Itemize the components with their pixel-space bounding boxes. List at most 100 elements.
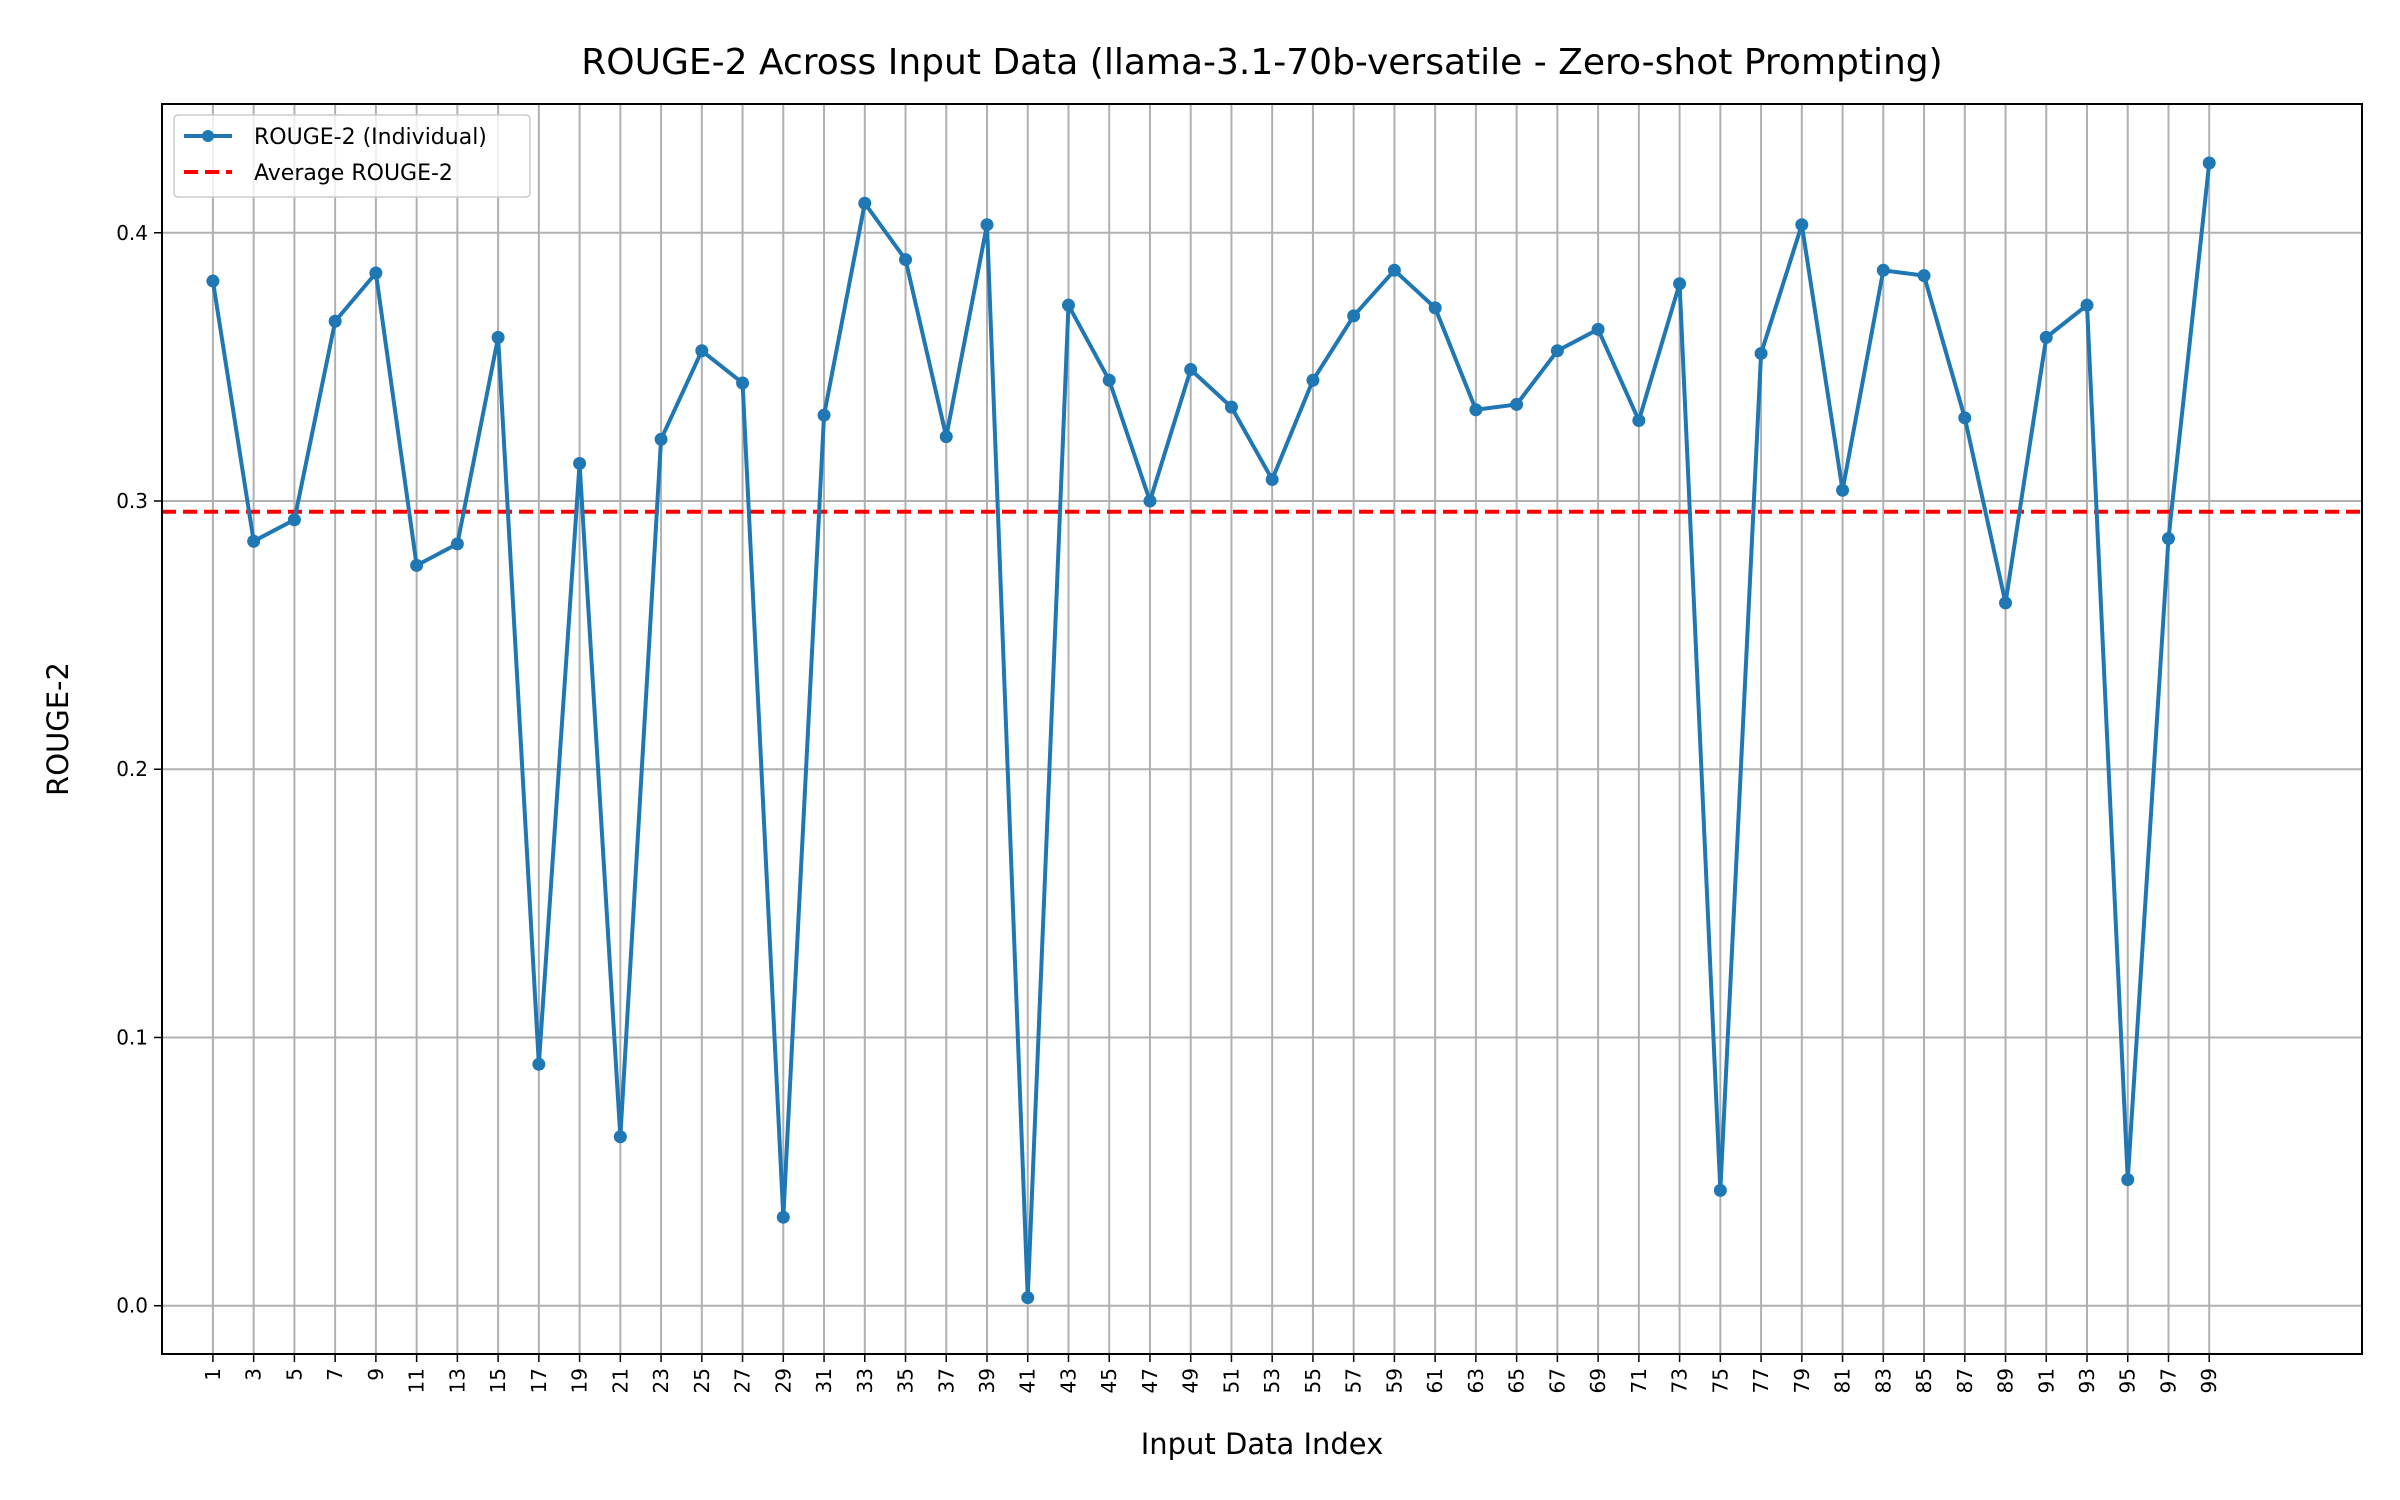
x-tick-label: 91 <box>2034 1368 2058 1393</box>
x-tick-label: 81 <box>1831 1368 1855 1393</box>
data-point <box>1224 400 1238 414</box>
x-tick-label: 87 <box>1953 1368 1977 1393</box>
y-tick-label: 0.3 <box>116 489 148 513</box>
x-tick-label: 41 <box>1016 1368 1040 1393</box>
y-tick-label: 0.1 <box>116 1025 148 1049</box>
y-tick-label: 0.4 <box>116 221 148 245</box>
x-tick-label: 35 <box>894 1368 918 1393</box>
x-tick-label: 99 <box>2197 1368 2221 1393</box>
data-point <box>1754 346 1768 360</box>
y-tick-label: 0.0 <box>116 1294 148 1318</box>
series-layer <box>162 156 2362 1305</box>
data-point <box>1143 494 1157 508</box>
x-tick-label: 59 <box>1382 1368 1406 1393</box>
x-tick-label: 69 <box>1586 1368 1610 1393</box>
data-point <box>1428 301 1442 315</box>
x-tick-label: 3 <box>242 1368 266 1381</box>
data-point <box>2121 1173 2135 1187</box>
x-tick-label: 37 <box>934 1368 958 1393</box>
x-tick-label: 57 <box>1342 1368 1366 1393</box>
data-point <box>613 1130 627 1144</box>
x-tick-label: 79 <box>1790 1368 1814 1393</box>
x-tick-label: 97 <box>2156 1368 2180 1393</box>
data-point <box>980 218 994 232</box>
x-tick-label: 5 <box>282 1368 306 1381</box>
data-point <box>1510 397 1524 411</box>
chart-title: ROUGE-2 Across Input Data (llama-3.1-70b… <box>581 42 1942 83</box>
data-point <box>736 376 750 390</box>
grid-lines <box>162 104 2362 1354</box>
data-point <box>1347 309 1361 323</box>
data-point <box>939 430 953 444</box>
y-axis-label: ROUGE-2 <box>41 662 75 796</box>
data-point <box>491 330 505 344</box>
y-tick-label: 0.2 <box>116 757 148 781</box>
x-tick-label: 93 <box>2075 1368 2099 1393</box>
plot-area-frame <box>161 103 2363 1355</box>
x-tick-label: 45 <box>1097 1368 1121 1393</box>
data-point <box>1917 269 1931 283</box>
legend-individual-label: ROUGE-2 (Individual) <box>254 125 487 150</box>
x-axis-label: Input Data Index <box>1141 1427 1384 1461</box>
data-point <box>287 513 301 527</box>
x-tick-label: 39 <box>975 1368 999 1393</box>
x-tick-label: 95 <box>2116 1368 2140 1393</box>
data-point <box>369 266 383 280</box>
data-point <box>410 558 424 572</box>
data-point <box>1469 403 1483 417</box>
x-tick-label: 89 <box>1994 1368 2018 1393</box>
data-point <box>2080 298 2094 312</box>
data-point <box>1713 1183 1727 1197</box>
x-tick-label: 21 <box>608 1368 632 1393</box>
data-point <box>776 1210 790 1224</box>
data-point <box>1550 344 1564 358</box>
data-point <box>1306 373 1320 387</box>
data-point <box>450 537 464 551</box>
data-point <box>1958 411 1972 425</box>
data-point <box>1184 363 1198 377</box>
data-point <box>532 1057 546 1071</box>
data-point <box>1591 322 1605 336</box>
data-point <box>899 253 913 267</box>
axis-ticks: 1 3 5 7 9 11 13 15 17 19 21 23 25 27 29 31 33 35 37 39 41 43 4… <box>116 221 2221 1394</box>
data-point <box>1061 298 1075 312</box>
x-tick-label: 61 <box>1423 1368 1447 1393</box>
series-line-individual <box>210 162 2212 1300</box>
x-tick-label: 7 <box>323 1368 347 1381</box>
x-tick-label: 43 <box>1056 1368 1080 1393</box>
data-point <box>1876 263 1890 277</box>
x-tick-label: 15 <box>486 1368 510 1393</box>
x-tick-label: 9 <box>364 1368 388 1381</box>
data-point <box>247 534 261 548</box>
x-tick-label: 65 <box>1505 1368 1529 1393</box>
data-point <box>1387 263 1401 277</box>
data-point <box>695 344 709 358</box>
x-tick-label: 85 <box>1912 1368 1936 1393</box>
data-point <box>1102 373 1116 387</box>
data-point <box>1999 596 2013 610</box>
legend-individual-marker <box>202 130 214 142</box>
data-point <box>2202 156 2216 170</box>
x-tick-label: 23 <box>649 1368 673 1393</box>
x-tick-label: 11 <box>405 1368 429 1393</box>
data-point <box>1673 277 1687 291</box>
data-point <box>817 408 831 422</box>
data-point <box>2161 532 2175 546</box>
data-point <box>206 274 220 288</box>
x-tick-label: 25 <box>690 1368 714 1393</box>
data-point <box>2039 330 2053 344</box>
legend: ROUGE-2 (Individual) Average ROUGE-2 <box>173 114 531 198</box>
x-tick-label: 77 <box>1749 1368 1773 1393</box>
x-tick-label: 31 <box>812 1368 836 1393</box>
data-point <box>1021 1291 1035 1305</box>
x-tick-label: 13 <box>445 1368 469 1393</box>
x-tick-label: 47 <box>1138 1368 1162 1393</box>
x-tick-label: 49 <box>1179 1368 1203 1393</box>
data-point <box>573 456 587 470</box>
data-point <box>654 432 668 446</box>
x-tick-label: 71 <box>1627 1368 1651 1393</box>
x-tick-label: 83 <box>1871 1368 1895 1393</box>
x-tick-label: 55 <box>1301 1368 1325 1393</box>
